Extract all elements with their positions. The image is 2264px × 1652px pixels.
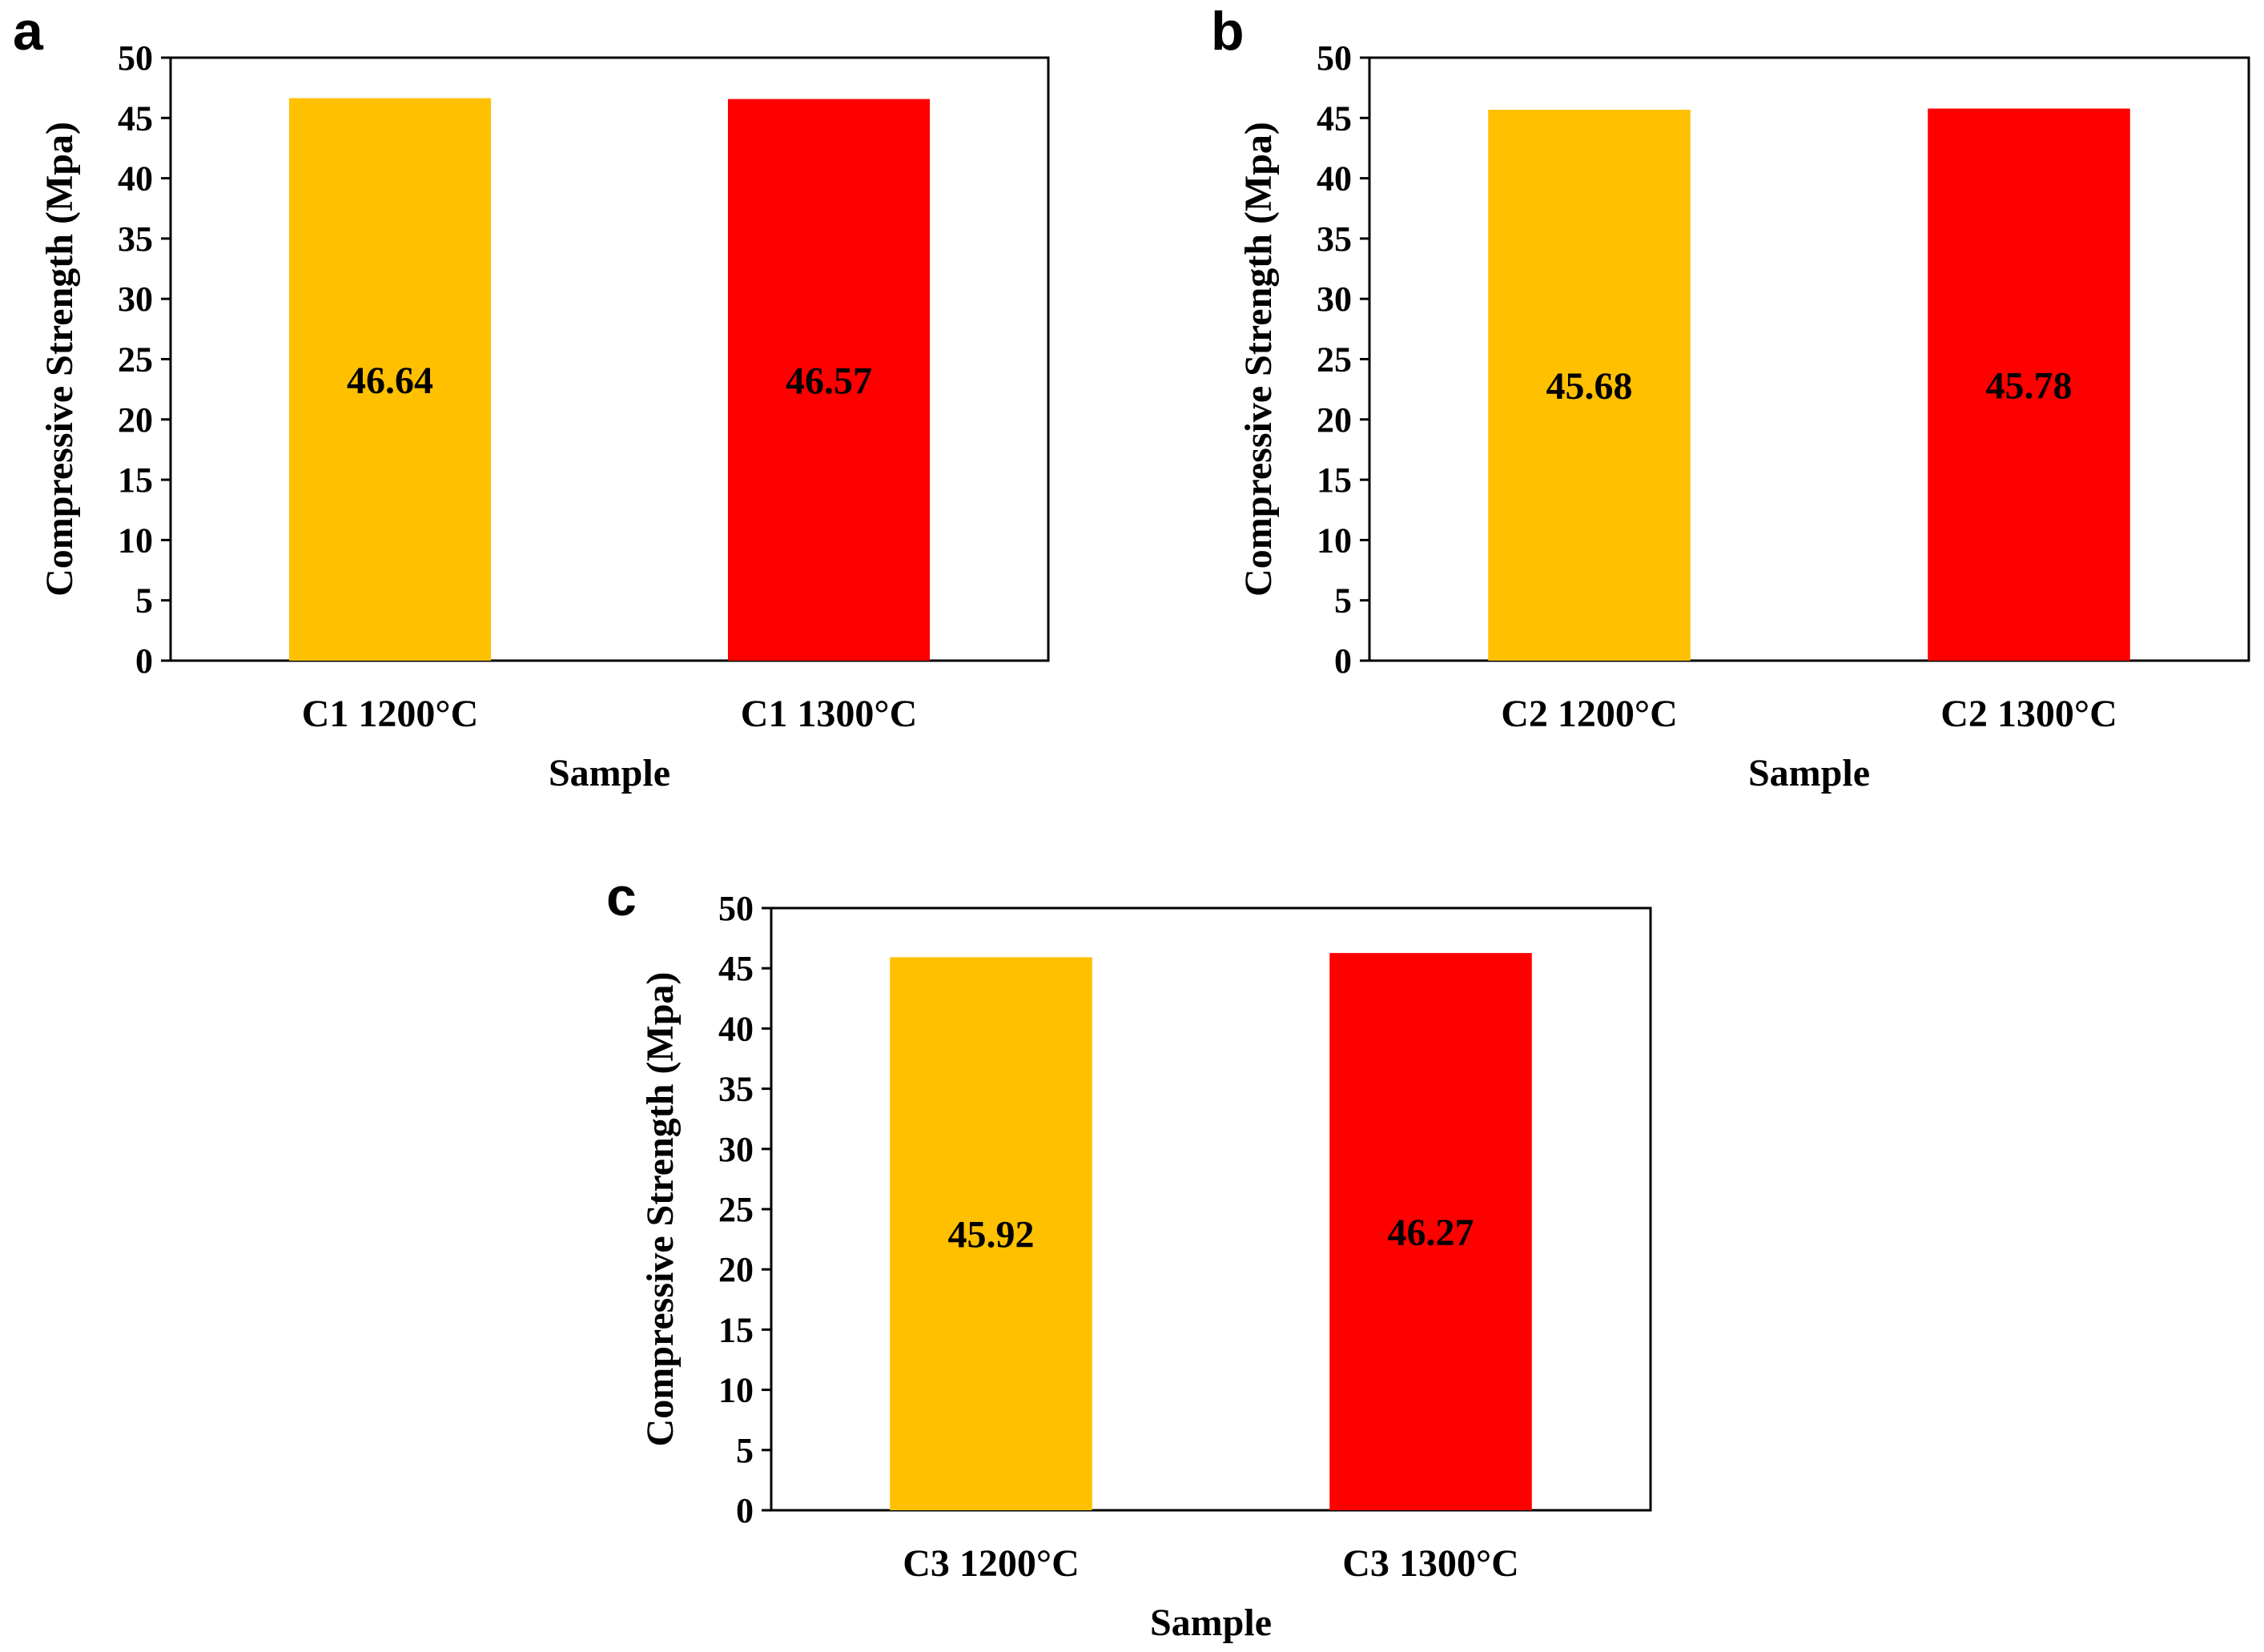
- x-category-label: C2 1300°C: [1940, 693, 2117, 735]
- bar-1: [1488, 110, 1691, 661]
- bar-1: [288, 98, 492, 661]
- y-tick-label: 10: [718, 1371, 754, 1410]
- panel-letter: b: [1211, 1, 1245, 62]
- y-tick-label: 30: [718, 1130, 754, 1169]
- x-axis-title: Sample: [549, 752, 670, 794]
- y-tick-label: 40: [118, 159, 153, 199]
- y-tick-label: 20: [118, 400, 153, 440]
- bar-data-label: 46.64: [347, 360, 433, 402]
- y-tick-label: 15: [1317, 460, 1352, 500]
- y-tick-label: 35: [1317, 219, 1352, 259]
- bar-2: [727, 98, 931, 661]
- y-tick-label: 0: [736, 1491, 754, 1530]
- y-tick-label: 15: [118, 460, 153, 500]
- y-tick-label: 45: [118, 98, 153, 138]
- bar-data-label: 45.68: [1546, 365, 1633, 408]
- y-tick-label: 5: [1334, 581, 1352, 621]
- bar-2: [1329, 953, 1532, 1510]
- x-category-label: C2 1200°C: [1501, 693, 1678, 735]
- y-tick-label: 50: [118, 38, 153, 78]
- y-tick-label: 20: [1317, 400, 1352, 440]
- y-tick-label: 40: [1317, 159, 1352, 199]
- y-tick-label: 5: [736, 1431, 754, 1470]
- panel-letter: a: [13, 1, 44, 62]
- y-tick-label: 25: [1317, 340, 1352, 380]
- y-axis-title: Compressive Strength (Mpa): [1237, 122, 1280, 597]
- y-tick-label: 25: [718, 1190, 754, 1229]
- y-tick-label: 45: [718, 949, 754, 988]
- bar-2: [1928, 108, 2130, 661]
- y-tick-label: 40: [718, 1009, 754, 1048]
- y-tick-label: 50: [718, 889, 754, 928]
- y-tick-label: 50: [1317, 38, 1352, 78]
- bar-data-label: 45.78: [1986, 364, 2073, 407]
- y-tick-label: 10: [1317, 521, 1352, 560]
- chart-panel-c: c 0 5 10 15 20 25 30 35 40 45 50 45.92 C3 1200°C 46.27…: [606, 866, 1652, 1644]
- y-tick-label: 45: [1317, 98, 1352, 138]
- chart-panel-b: b 0 5 10 15 20 25 30 35 40 45 50 45.68 C2 1200°C 45.78…: [1211, 1, 2250, 794]
- y-tick-label: 30: [1317, 279, 1352, 319]
- y-tick-label: 0: [135, 641, 153, 681]
- panel-letter: c: [606, 866, 637, 927]
- y-tick-label: 35: [118, 219, 153, 259]
- bar-data-label: 46.27: [1388, 1212, 1474, 1254]
- x-axis-title: Sample: [1150, 1602, 1272, 1644]
- x-axis-title: Sample: [1748, 752, 1870, 794]
- bar-1: [890, 957, 1092, 1510]
- y-tick-label: 25: [118, 340, 153, 380]
- y-tick-label: 35: [718, 1070, 754, 1109]
- y-tick-label: 15: [718, 1310, 754, 1349]
- bar-data-label: 45.92: [948, 1214, 1035, 1256]
- y-tick-label: 0: [1334, 641, 1352, 681]
- y-tick-label: 20: [718, 1250, 754, 1289]
- y-axis-title: Compressive Strength (Mpa): [38, 122, 81, 597]
- x-category-label: C3 1300°C: [1342, 1542, 1519, 1585]
- x-category-label: C1 1200°C: [302, 693, 479, 735]
- chart-panel-a: a 0 5 10 15 20 25 30 35 40 45 50 46.64 C1 1200°C 46.57…: [13, 1, 1050, 794]
- y-tick-label: 30: [118, 279, 153, 319]
- x-category-label: C3 1200°C: [903, 1542, 1080, 1585]
- bar-data-label: 46.57: [786, 360, 872, 402]
- y-axis-title: Compressive Strength (Mpa): [639, 972, 682, 1447]
- y-tick-label: 10: [118, 521, 153, 560]
- x-category-label: C1 1300°C: [741, 693, 918, 735]
- y-tick-label: 5: [135, 581, 153, 621]
